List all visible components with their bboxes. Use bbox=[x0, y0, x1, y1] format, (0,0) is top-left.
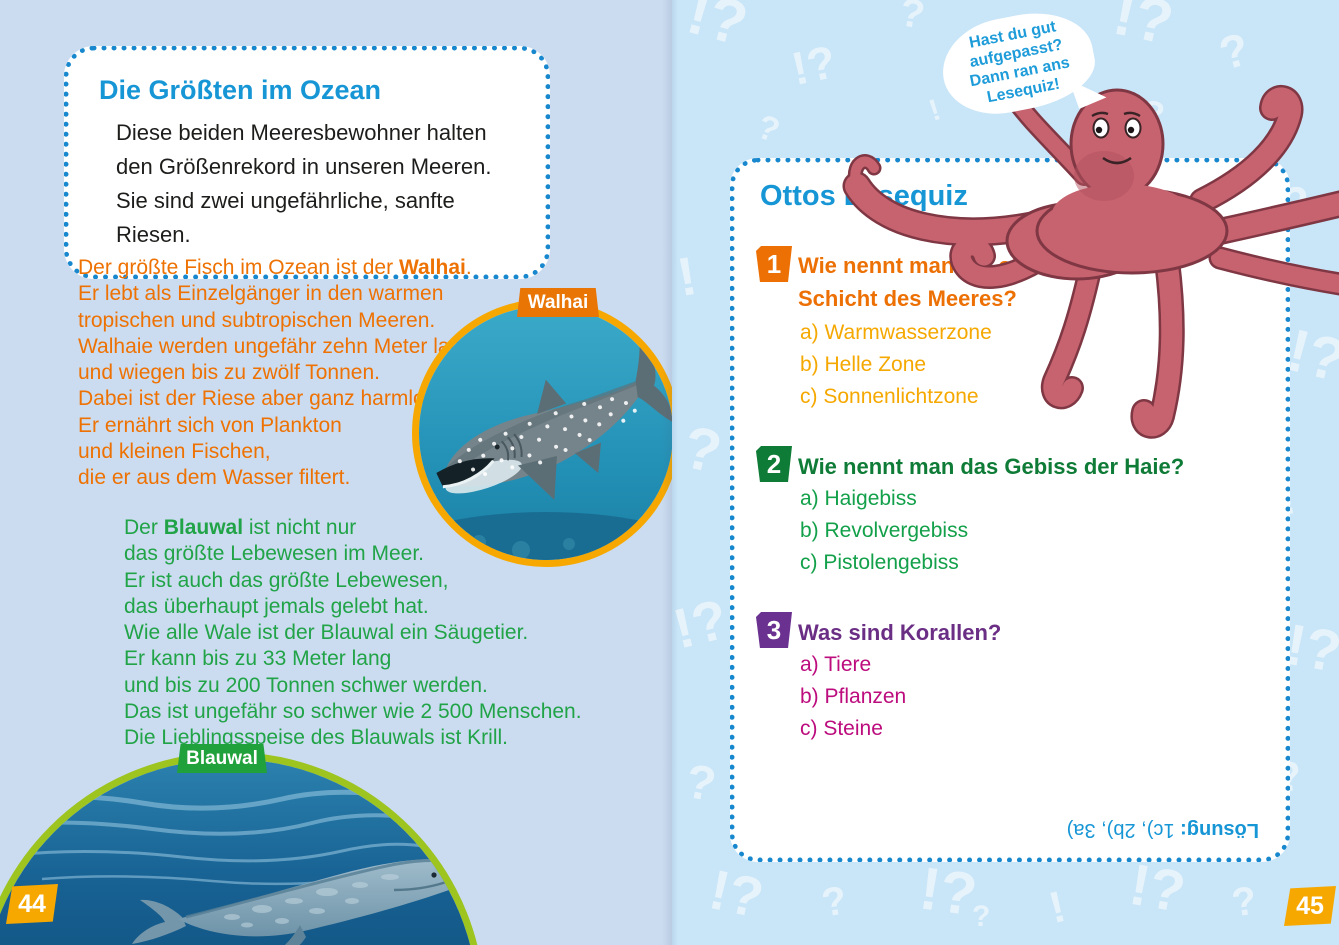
answer-option: a) Haigebiss bbox=[800, 487, 917, 510]
solution-label: Lösung: bbox=[1180, 819, 1259, 841]
question-1-number-badge: 1 bbox=[756, 246, 792, 282]
walhai-photo bbox=[412, 299, 672, 567]
answer-option: c) Sonnenlichtzone bbox=[800, 385, 979, 408]
text-line: das größte Lebewesen im Meer. bbox=[124, 542, 424, 566]
blauwal-label: Blauwal bbox=[186, 747, 258, 769]
answer-option: b) Helle Zone bbox=[800, 353, 927, 376]
text-line: Dabei ist der Riese aber ganz harmlos. bbox=[78, 387, 442, 411]
octopus-illustration bbox=[822, 36, 1339, 446]
question-mark-glyph: ! bbox=[1044, 881, 1071, 934]
octopus-body bbox=[1005, 88, 1229, 281]
question-3-text: Was sind Korallen? bbox=[798, 620, 1002, 645]
question-mark-glyph: ? bbox=[752, 107, 785, 151]
solution-value: 1c), 2b), 3a) bbox=[1066, 819, 1175, 841]
text-line: Der Blauwal ist nicht nur bbox=[124, 516, 357, 539]
question-mark-glyph: !? bbox=[680, 0, 755, 60]
text-line: und wiegen bis zu zwölf Tonnen. bbox=[78, 361, 380, 385]
text-line: Er ist auch das größte Lebewesen, bbox=[124, 568, 449, 592]
text-line: Das ist ungefähr so schwer wie 2 500 Men… bbox=[124, 700, 582, 724]
answer-option: a) Tiere bbox=[800, 653, 872, 676]
octopus-face bbox=[1091, 111, 1142, 165]
text-line: und kleinen Fischen, bbox=[78, 440, 271, 464]
answer-option: c) Pistolengebiss bbox=[800, 551, 959, 574]
octopus-tentacles bbox=[845, 77, 1339, 437]
walhai-label: Walhai bbox=[527, 291, 589, 313]
text-line: und bis zu 200 Tonnen schwer werden. bbox=[124, 673, 488, 697]
page-number-left: 44 bbox=[6, 884, 58, 924]
text-line: Der größte Fisch im Ozean ist der Walhai… bbox=[78, 256, 472, 279]
question-mark-glyph: ? bbox=[677, 412, 728, 487]
right-page: !?!??!?!??!?!?!?!???!?!!??!??!?!!??? Ott… bbox=[672, 0, 1339, 945]
question-mark-glyph: ? bbox=[896, 0, 929, 38]
text-line: Er ernährt sich von Plankton bbox=[78, 413, 342, 437]
intro-line: Sie sind zwei ungefährliche, sanfte Ries… bbox=[116, 188, 455, 247]
question-pattern: !?!??!?!??!?!?!?!???!?!!??!??!?!!??? bbox=[672, 0, 1339, 945]
question-mark-glyph: ? bbox=[972, 900, 991, 933]
text-line: das überhaupt jemals gelebt hat. bbox=[124, 594, 429, 618]
question-3-answers: a) Tiere b) Pflanzen c) Steine bbox=[800, 649, 906, 745]
question-mark-glyph: ? bbox=[818, 878, 851, 926]
blauwal-paragraph: Der Blauwal ist nicht nur das größte Leb… bbox=[124, 515, 582, 752]
intro-line: den Größenrekord in unseren Meeren. bbox=[116, 154, 492, 179]
text-line: Wie alle Wale ist der Blauwal ein Säuget… bbox=[124, 621, 529, 645]
answer-option: b) Pflanzen bbox=[800, 685, 907, 708]
walhai-paragraph: Der größte Fisch im Ozean ist der Walhai… bbox=[78, 255, 473, 492]
page-title: Die Größten im Ozean bbox=[99, 75, 382, 105]
text-line: die er aus dem Wasser filtert. bbox=[78, 466, 351, 490]
question-2-number-badge: 2 bbox=[756, 446, 792, 482]
answer-option: a) Warmwasserzone bbox=[800, 321, 992, 344]
quiz-solution: Lösung: 1c), 2b), 3a) bbox=[1054, 818, 1259, 841]
left-page: Die Größten im Ozean Diese beiden Meeres… bbox=[0, 46, 672, 945]
blauwal-label-badge: Blauwal bbox=[177, 744, 267, 773]
question-mark-glyph: !? bbox=[704, 857, 769, 930]
question-mark-glyph: !? bbox=[1124, 851, 1191, 926]
intro-line: Diese beiden Meeresbewohner halten bbox=[116, 120, 487, 145]
question-mark-glyph: ? bbox=[1229, 878, 1260, 926]
question-1-answers: a) Warmwasserzone b) Helle Zone c) Sonne… bbox=[800, 317, 992, 413]
question-mark-glyph: ? bbox=[681, 754, 720, 813]
whale-shark bbox=[436, 330, 672, 500]
blauwal-photo bbox=[0, 752, 485, 945]
question-3-number-badge: 3 bbox=[756, 612, 792, 648]
question-mark-glyph: !? bbox=[1280, 611, 1339, 686]
answer-option: b) Revolvergebiss bbox=[800, 519, 969, 542]
intro-box: Die Größten im Ozean Diese beiden Meeres… bbox=[64, 46, 550, 279]
page-number-right: 45 bbox=[1284, 886, 1336, 926]
text-line: tropischen und subtropischen Meeren. bbox=[78, 308, 436, 332]
walhai-label-badge: Walhai bbox=[517, 288, 599, 317]
text-line: Er kann bis zu 33 Meter lang bbox=[124, 647, 392, 671]
text-line: Er lebt als Einzelgänger in den warmen bbox=[78, 282, 444, 306]
text-line: Die Lieblingsspeise des Blauwals ist Kri… bbox=[124, 726, 509, 750]
answer-option: c) Steine bbox=[800, 717, 883, 740]
question-2-text: Wie nennt man das Gebiss der Haie? bbox=[798, 454, 1185, 479]
question-mark-glyph: !? bbox=[672, 586, 734, 661]
question-mark-glyph: !? bbox=[915, 854, 982, 929]
question-mark-glyph: ! bbox=[672, 245, 702, 309]
text-line: Walhaie werden ungefähr zehn Meter lang bbox=[78, 334, 473, 358]
question-2-answers: a) Haigebiss b) Revolvergebiss c) Pistol… bbox=[800, 483, 968, 579]
